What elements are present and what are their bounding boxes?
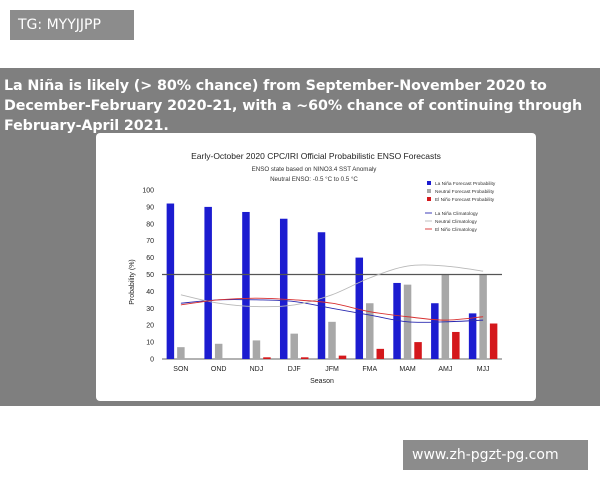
bar-neutral-forecast-probabilitydjf xyxy=(290,333,298,359)
bar-neutral-forecast-probabilityamj xyxy=(441,274,450,359)
x-tick-label: MAM xyxy=(399,366,416,373)
legend-label: La Niña Climatology xyxy=(435,211,479,217)
x-tick-label: NDJ xyxy=(250,366,264,373)
chart-title: Early-October 2020 CPC/IRI Official Prob… xyxy=(191,151,441,161)
x-tick-label: AMJ xyxy=(438,366,452,373)
chart-subtitle-1: ENSO state based on NINO3.4 SST Anomaly xyxy=(252,166,378,173)
y-tick-label: 80 xyxy=(146,221,154,228)
y-tick-label: 100 xyxy=(142,188,154,195)
legend-swatch xyxy=(427,189,431,193)
headline-text: La Niña is likely (> 80% chance) from Se… xyxy=(4,78,583,134)
x-axis-label: Season xyxy=(310,378,334,385)
bar-el-ni-o-forecast-probabilityamj xyxy=(452,331,460,359)
bar-el-ni-o-forecast-probabilitymjj xyxy=(489,323,498,359)
climatology-line-0 xyxy=(180,299,484,323)
bar-la-ni-a-forecast-probabilityjfm xyxy=(317,232,326,359)
y-tick-label: 60 xyxy=(146,255,154,262)
bottom-tag-label: www.zh-pgzt-pg.com xyxy=(403,440,588,470)
x-tick-label: DJF xyxy=(288,366,301,373)
bar-la-ni-a-forecast-probabilityond xyxy=(204,206,212,359)
legend-label: El Niño Forecast Probability xyxy=(435,197,495,203)
legend-label: La Niña Forecast Probability xyxy=(435,181,496,187)
y-axis-label: Probability (%) xyxy=(129,259,136,305)
y-tick-label: 30 xyxy=(146,306,154,313)
y-tick-label: 70 xyxy=(146,238,154,245)
climatology-line-2 xyxy=(180,297,484,321)
y-tick-label: 40 xyxy=(146,289,154,296)
legend-swatch xyxy=(427,181,431,185)
bar-la-ni-a-forecast-probabilityfma xyxy=(355,257,364,359)
bar-la-ni-a-forecast-probabilitymam xyxy=(393,282,401,359)
y-tick-label: 20 xyxy=(146,323,154,330)
bar-el-ni-o-forecast-probabilityjfm xyxy=(338,355,347,359)
bar-el-ni-o-forecast-probabilitydjf xyxy=(300,357,309,359)
legend-label: Neutral Forecast Probability xyxy=(435,189,495,195)
bar-neutral-forecast-probabilityfma xyxy=(366,303,374,359)
bar-la-ni-a-forecast-probabilitydjf xyxy=(279,218,288,359)
bar-el-ni-o-forecast-probabilitymam xyxy=(414,342,422,359)
bar-neutral-forecast-probabilityjfm xyxy=(328,321,336,359)
x-tick-label: FMA xyxy=(362,366,377,373)
chart-card: Early-October 2020 CPC/IRI Official Prob… xyxy=(96,133,536,401)
bar-neutral-forecast-probabilityndj xyxy=(252,340,261,359)
climatology-line-1 xyxy=(180,264,484,308)
y-tick-label: 0 xyxy=(150,357,154,364)
bar-la-ni-a-forecast-probabilityndj xyxy=(242,211,250,359)
bar-neutral-forecast-probabilityson xyxy=(177,347,185,359)
top-tag-label: TG: MYYJJPP xyxy=(10,10,134,40)
legend-label: Neutral Climatology xyxy=(435,219,477,225)
bar-la-ni-a-forecast-probabilityson xyxy=(166,203,175,359)
bar-neutral-forecast-probabilityond xyxy=(214,343,223,359)
x-tick-label: MJJ xyxy=(477,366,490,373)
bars-group: SON OND NDJ DJF JFM FMA MAM AMJ MJJ xyxy=(166,203,498,373)
chart-subtitle-2: Neutral ENSO: -0.5 °C to 0.5 °C xyxy=(270,176,358,183)
enso-forecast-chart: Early-October 2020 CPC/IRI Official Prob… xyxy=(129,151,502,385)
chart-legend: La Niña Forecast Probability Neutral Fore… xyxy=(425,181,496,233)
bar-el-ni-o-forecast-probabilityfma xyxy=(376,348,385,359)
y-tick-label: 10 xyxy=(146,340,154,347)
y-tick-label: 50 xyxy=(146,272,154,279)
x-tick-label: OND xyxy=(211,366,227,373)
bar-la-ni-a-forecast-probabilitymjj xyxy=(468,313,477,359)
legend-swatch xyxy=(427,197,431,201)
x-tick-label: SON xyxy=(173,366,188,373)
bar-el-ni-o-forecast-probabilityndj xyxy=(263,357,271,359)
bar-la-ni-a-forecast-probabilityamj xyxy=(431,303,439,359)
legend-label: El Niño Climatology xyxy=(435,227,477,233)
x-tick-label: JFM xyxy=(325,366,339,373)
y-tick-label: 90 xyxy=(146,204,154,211)
